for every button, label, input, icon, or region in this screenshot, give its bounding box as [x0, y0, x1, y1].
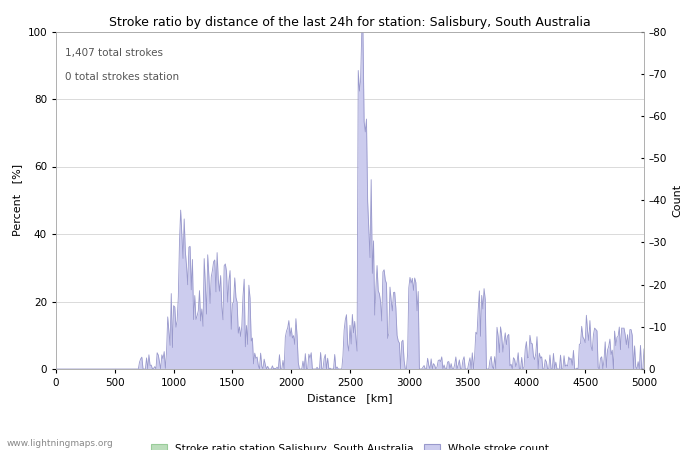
Text: 0 total strokes station: 0 total strokes station	[65, 72, 179, 82]
Text: 1,407 total strokes: 1,407 total strokes	[65, 49, 163, 58]
Title: Stroke ratio by distance of the last 24h for station: Salisbury, South Australia: Stroke ratio by distance of the last 24h…	[109, 16, 591, 29]
X-axis label: Distance   [km]: Distance [km]	[307, 394, 393, 404]
Text: www.lightningmaps.org: www.lightningmaps.org	[7, 439, 113, 448]
Legend: Stroke ratio station Salisbury, South Australia, Whole stroke count: Stroke ratio station Salisbury, South Au…	[147, 440, 553, 450]
Y-axis label: Count: Count	[673, 184, 682, 217]
Y-axis label: Percent   [%]: Percent [%]	[12, 164, 22, 236]
